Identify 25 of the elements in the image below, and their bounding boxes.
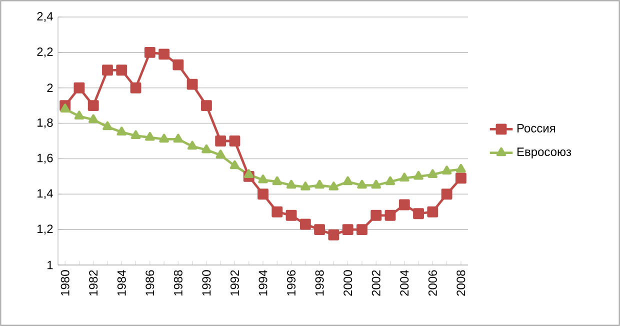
x-tick-label: 1984 <box>117 270 126 296</box>
x-tick-label: 1980 <box>60 270 70 296</box>
x-tick-label: 1992 <box>230 270 239 296</box>
x-tick-label: 1996 <box>287 270 296 296</box>
x-tick-label: 1982 <box>89 270 98 296</box>
x-tick-label: 2008 <box>456 270 466 296</box>
x-tick-label: 2006 <box>428 270 437 296</box>
y-tick-label: 2,4 <box>37 12 53 22</box>
y-tick-label: 2 <box>47 84 53 92</box>
legend-label: Евросоюз <box>517 148 572 158</box>
legend-label: Россия <box>517 124 556 132</box>
y-tick-label: 1,8 <box>38 118 53 128</box>
y-tick-label: 1 <box>48 260 53 270</box>
y-tick-label: 1,2 <box>38 224 53 235</box>
x-tick-label: 1988 <box>174 270 182 296</box>
x-tick-label: 1986 <box>146 270 154 296</box>
x-tick-label: 2002 <box>372 270 380 296</box>
y-tick-label: 2,2 <box>37 47 53 58</box>
x-tick-label: 2000 <box>344 270 352 296</box>
x-tick-label: 1994 <box>258 270 268 296</box>
y-tick-label: 1,4 <box>38 189 53 200</box>
x-tick-label: 2004 <box>400 270 409 296</box>
x-tick-label: 1990 <box>202 270 211 296</box>
y-tick-label: 1,6 <box>38 154 53 164</box>
x-tick-label: 1998 <box>315 270 324 296</box>
